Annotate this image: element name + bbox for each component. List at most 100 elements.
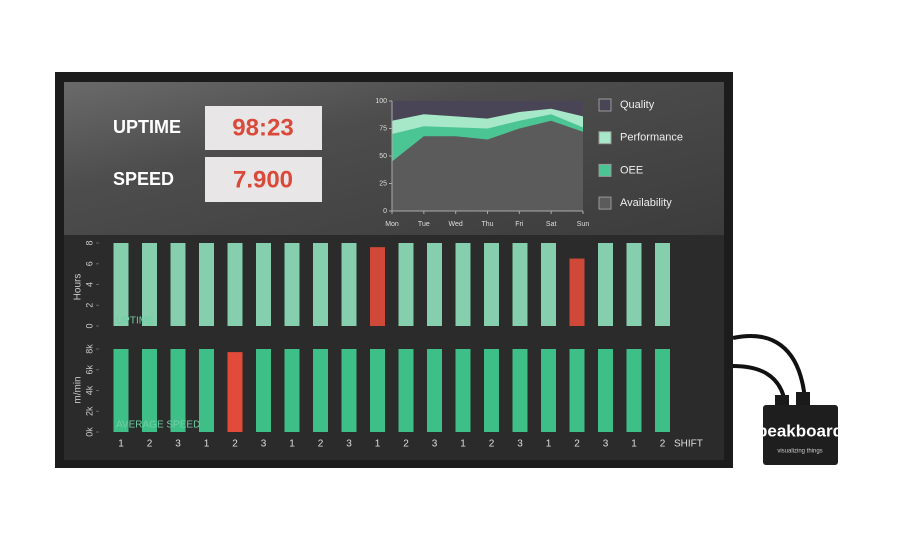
legend-label: OEE: [620, 164, 643, 176]
bar: [284, 349, 300, 432]
bar: [541, 243, 556, 326]
bar: [655, 349, 670, 432]
bar: [313, 243, 328, 326]
x-tick-label: 2: [489, 439, 495, 450]
x-tick-label: 1: [460, 439, 466, 450]
bar: [199, 349, 214, 432]
y-tick-label: 6: [84, 261, 94, 266]
device: [763, 405, 838, 465]
x-tick-label: 2: [147, 439, 153, 450]
legend-swatch: [598, 98, 612, 112]
x-tick-label: Sat: [546, 221, 557, 228]
y-tick-label: 0k: [84, 427, 94, 437]
bar: [341, 243, 357, 326]
y-tick-label: 4: [84, 282, 94, 287]
y-axis-label: Hours: [73, 274, 84, 301]
bar: [455, 243, 471, 326]
chart-label: UPTIME: [116, 316, 154, 327]
x-tick-label: 1: [289, 439, 295, 450]
x-tick-label: 3: [261, 439, 267, 450]
x-tick-label: 3: [603, 439, 609, 450]
bar: [170, 243, 186, 326]
kpi-box: [205, 157, 322, 202]
bar: [541, 349, 556, 432]
chart-label: AVERAGE SPEED: [116, 420, 200, 431]
x-tick-label: 2: [232, 439, 238, 450]
bar: [313, 349, 328, 432]
bar: [256, 243, 271, 326]
bar: [398, 349, 414, 432]
bar: [626, 349, 642, 432]
y-tick-label: 8: [84, 240, 94, 245]
x-tick-label: 3: [175, 439, 181, 450]
y-tick-label: 6k: [84, 365, 94, 375]
x-tick-label: Wed: [449, 221, 463, 228]
x-tick-label: Mon: [385, 221, 399, 228]
bar: [598, 243, 613, 326]
bar: [341, 349, 357, 432]
device-tagline: visualizing things: [777, 449, 822, 455]
x-axis-label: SHIFT: [674, 439, 703, 450]
bar: [370, 349, 385, 432]
bar: [113, 243, 129, 326]
y-tick-label: 4k: [84, 385, 94, 395]
y-tick-label: 50: [379, 153, 387, 160]
legend-swatch: [598, 131, 612, 145]
plug: [796, 392, 810, 406]
bar: [142, 243, 157, 326]
device-brand: peakboard: [757, 421, 843, 440]
bar: [655, 243, 670, 326]
x-tick-label: Fri: [515, 221, 524, 228]
y-axis-label: m/min: [73, 376, 84, 403]
x-tick-label: Thu: [481, 221, 493, 228]
bar: [170, 349, 186, 432]
y-tick-label: 25: [379, 180, 387, 187]
y-tick-label: 0: [383, 208, 387, 215]
kpi-label: UPTIME: [113, 117, 181, 137]
x-tick-label: 1: [204, 439, 210, 450]
bar: [512, 349, 528, 432]
bar: [256, 349, 271, 432]
x-tick-label: 1: [631, 439, 637, 450]
legend-label: Availability: [620, 197, 672, 209]
bar: [598, 349, 613, 432]
y-tick-label: 2k: [84, 406, 94, 416]
x-tick-label: Tue: [418, 221, 430, 228]
y-tick-label: 100: [375, 98, 387, 105]
bar: [142, 349, 157, 432]
x-tick-label: 2: [318, 439, 324, 450]
kpi-value: 98:23: [232, 114, 293, 141]
y-tick-label: 0: [84, 323, 94, 328]
bar: [569, 349, 585, 432]
bar: [626, 243, 642, 326]
x-tick-label: 1: [118, 439, 124, 450]
x-tick-label: 3: [432, 439, 438, 450]
y-tick-label: 8k: [84, 344, 94, 354]
legend-label: Quality: [620, 99, 655, 111]
area: [392, 120, 583, 211]
x-tick-label: 3: [517, 439, 523, 450]
kpi-box: [205, 106, 322, 150]
bar: [398, 243, 414, 326]
x-tick-label: 2: [574, 439, 580, 450]
x-tick-label: 3: [346, 439, 352, 450]
bar: [484, 349, 499, 432]
legend-swatch: [598, 196, 612, 210]
bar: [227, 352, 243, 432]
kpi-label: SPEED: [113, 169, 174, 189]
bar: [370, 247, 385, 326]
y-tick-label: 2: [84, 303, 94, 308]
x-tick-label: 1: [546, 439, 552, 450]
bar: [569, 258, 585, 326]
bar: [512, 243, 528, 326]
bar: [284, 243, 300, 326]
x-tick-label: Sun: [577, 221, 590, 228]
y-tick-label: 75: [379, 125, 387, 132]
legend-swatch: [598, 163, 612, 177]
kpi-value: 7.900: [233, 166, 293, 193]
x-tick-label: 2: [660, 439, 666, 450]
bar: [484, 243, 499, 326]
bar: [113, 349, 129, 432]
